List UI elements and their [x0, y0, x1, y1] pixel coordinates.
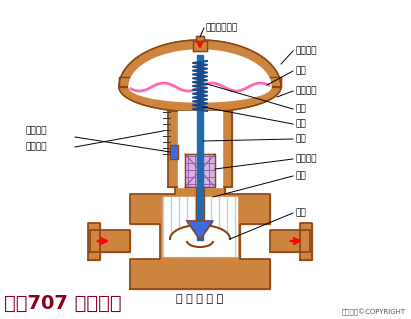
Polygon shape	[119, 40, 281, 87]
Polygon shape	[196, 36, 204, 41]
Polygon shape	[119, 77, 138, 87]
Text: 弹簧: 弹簧	[295, 105, 306, 114]
Text: 推杆: 推杆	[295, 120, 306, 129]
Text: 膜室下腔: 膜室下腔	[295, 86, 316, 95]
Polygon shape	[170, 145, 178, 159]
Polygon shape	[270, 230, 310, 252]
Polygon shape	[178, 111, 222, 187]
Polygon shape	[90, 230, 130, 252]
Polygon shape	[130, 187, 270, 289]
Polygon shape	[300, 223, 312, 260]
Text: 东方仿真©COPYRIGHT: 东方仿真©COPYRIGHT	[342, 309, 406, 316]
Polygon shape	[168, 111, 232, 187]
Polygon shape	[129, 87, 271, 102]
Text: 膜室上腔: 膜室上腔	[295, 47, 316, 56]
Text: 阀杆: 阀杆	[295, 135, 306, 144]
Text: 阀芯: 阀芯	[295, 172, 306, 181]
Polygon shape	[88, 223, 100, 260]
Text: 行程刻度: 行程刻度	[25, 143, 46, 152]
Bar	[197, 55, 203, 240]
Polygon shape	[193, 41, 207, 51]
Text: 气 动 薄 膜 阀: 气 动 薄 膜 阀	[176, 294, 224, 304]
Polygon shape	[185, 154, 215, 187]
Text: 压力信号入口: 压力信号入口	[205, 24, 237, 33]
Text: 膜片: 膜片	[295, 66, 306, 76]
Text: 阀座: 阀座	[295, 209, 306, 218]
Polygon shape	[129, 50, 271, 87]
Text: 行程指针: 行程指针	[25, 127, 46, 136]
Polygon shape	[170, 225, 230, 256]
Polygon shape	[163, 197, 237, 256]
Text: 密封填料: 密封填料	[295, 154, 316, 164]
Polygon shape	[262, 77, 281, 87]
Polygon shape	[187, 221, 213, 240]
Text: 化工707 剪辑制作: 化工707 剪辑制作	[4, 294, 122, 313]
Polygon shape	[119, 87, 281, 112]
